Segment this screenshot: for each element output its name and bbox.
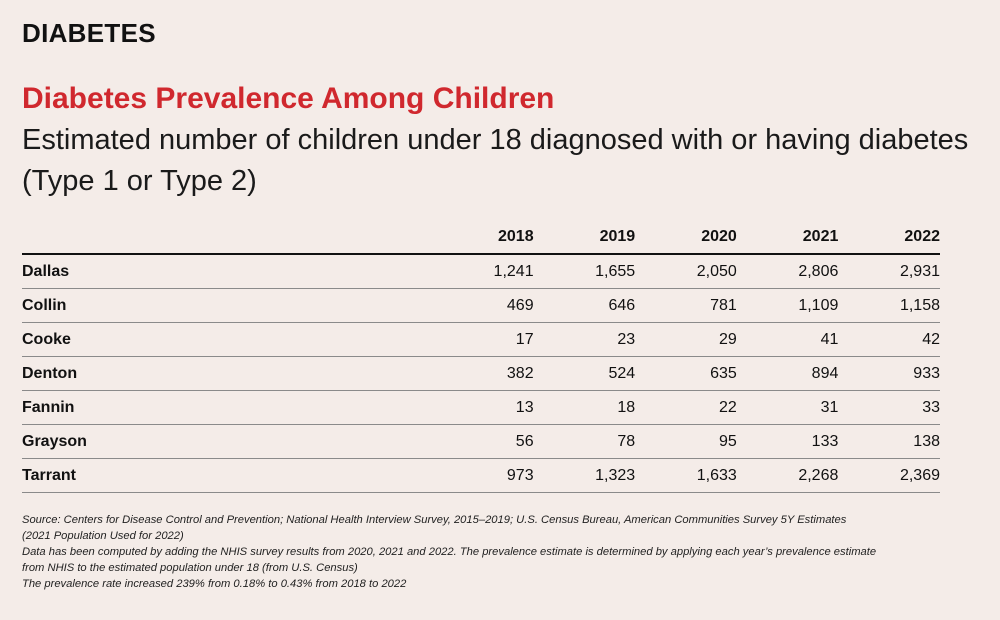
table-cell: 133 xyxy=(736,424,839,459)
table-cell: 933 xyxy=(838,356,940,391)
table-cell: 1,158 xyxy=(838,288,940,323)
region-column-header xyxy=(22,220,432,255)
prevalence-table: 2018 2019 2020 2021 2022 Dallas 1,241 1,… xyxy=(22,220,940,493)
table-row: Fannin 13 18 22 31 33 xyxy=(22,390,940,425)
row-label-collin: Collin xyxy=(22,288,432,323)
row-label-grayson: Grayson xyxy=(22,424,432,459)
table-cell: 646 xyxy=(533,288,636,323)
table-row: Denton 382 524 635 894 933 xyxy=(22,356,940,391)
table-cell: 22 xyxy=(635,390,737,425)
table-cell: 1,241 xyxy=(432,254,534,289)
row-label-denton: Denton xyxy=(22,356,432,391)
year-header-2020: 2020 xyxy=(635,220,737,255)
table-cell: 469 xyxy=(432,288,534,323)
year-header-2019: 2019 xyxy=(533,220,636,255)
table-cell: 781 xyxy=(635,288,737,323)
table-row: Cooke 17 23 29 41 42 xyxy=(22,322,940,357)
table-cell: 635 xyxy=(635,356,737,391)
table-cell: 18 xyxy=(533,390,636,425)
table-cell: 138 xyxy=(838,424,940,459)
table-cell: 2,050 xyxy=(635,254,737,289)
table-cell: 524 xyxy=(533,356,636,391)
table-cell: 894 xyxy=(736,356,839,391)
table-cell: 42 xyxy=(838,322,940,357)
table-cell: 2,806 xyxy=(736,254,839,289)
table-cell: 2,268 xyxy=(736,458,839,493)
table-row: Grayson 56 78 95 133 138 xyxy=(22,424,940,459)
section-label: DIABETES xyxy=(22,18,156,48)
source-note-line: from NHIS to the estimated population un… xyxy=(22,562,358,574)
row-label-dallas: Dallas xyxy=(22,254,432,289)
table-cell: 2,369 xyxy=(838,458,940,493)
source-note-line: Source: Centers for Disease Control and … xyxy=(22,514,847,526)
table-row: Collin 469 646 781 1,109 1,158 xyxy=(22,288,940,323)
table-cell: 13 xyxy=(432,390,534,425)
table-cell: 17 xyxy=(432,322,534,357)
row-label-fannin: Fannin xyxy=(22,390,432,425)
chart-subtitle: Estimated number of children under 18 di… xyxy=(22,124,969,197)
table-cell: 78 xyxy=(533,424,636,459)
table-cell: 973 xyxy=(432,458,534,493)
table-cell: 31 xyxy=(736,390,839,425)
table-header-row: 2018 2019 2020 2021 2022 xyxy=(22,220,940,255)
table-row: Dallas 1,241 1,655 2,050 2,806 2,931 xyxy=(22,254,940,289)
table-cell: 29 xyxy=(635,322,737,357)
source-note-line: Data has been computed by adding the NHI… xyxy=(22,546,877,558)
table-cell: 1,323 xyxy=(533,458,636,493)
source-notes: Source: Centers for Disease Control and … xyxy=(22,512,962,592)
table-cell: 56 xyxy=(432,424,534,459)
table-cell: 382 xyxy=(432,356,534,391)
year-header-2022: 2022 xyxy=(838,220,940,255)
table-cell: 23 xyxy=(533,322,636,357)
table-cell: 1,109 xyxy=(736,288,839,323)
table-cell: 95 xyxy=(635,424,737,459)
table-row: Tarrant 973 1,323 1,633 2,268 2,369 xyxy=(22,458,940,493)
source-note-line: (2021 Population Used for 2022) xyxy=(22,530,184,542)
row-label-cooke: Cooke xyxy=(22,322,432,357)
row-label-tarrant: Tarrant xyxy=(22,458,432,493)
table-cell: 2,931 xyxy=(838,254,940,289)
year-header-2021: 2021 xyxy=(736,220,839,255)
year-header-2018: 2018 xyxy=(432,220,534,255)
table-cell: 1,633 xyxy=(635,458,737,493)
chart-title: Diabetes Prevalence Among Children xyxy=(22,82,555,115)
table-cell: 41 xyxy=(736,322,839,357)
table-cell: 33 xyxy=(838,390,940,425)
table-cell: 1,655 xyxy=(533,254,636,289)
source-note-line: The prevalence rate increased 239% from … xyxy=(22,578,407,590)
